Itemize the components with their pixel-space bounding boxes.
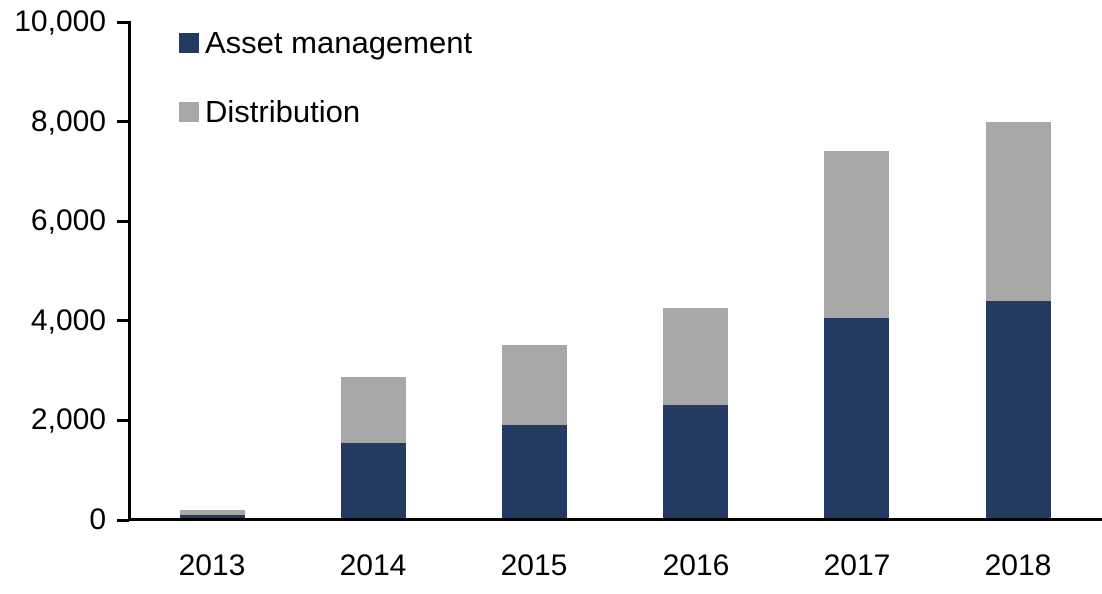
x-axis-label-2015: 2015 xyxy=(500,549,568,582)
legend-label-distribution: Distribution xyxy=(205,94,361,129)
y-axis-tick-label: 4,000 xyxy=(30,304,106,337)
x-axis-label-2014: 2014 xyxy=(339,549,407,582)
y-axis-tick xyxy=(117,519,129,522)
y-axis-tick xyxy=(117,220,129,223)
bar-segment-2018-asset-management xyxy=(986,301,1051,520)
bar-segment-2015-distribution xyxy=(502,345,567,425)
x-axis-label-2018: 2018 xyxy=(984,549,1052,582)
legend-swatch-distribution xyxy=(179,102,199,122)
x-axis-label-2016: 2016 xyxy=(662,549,730,582)
y-axis-tick-label: 10,000 xyxy=(14,5,106,38)
bar-segment-2017-distribution xyxy=(824,151,889,318)
bar-segment-2018-distribution xyxy=(986,122,1051,301)
y-axis-tick-label: 2,000 xyxy=(30,403,106,436)
bar-segment-2013-asset-management xyxy=(180,515,245,520)
bar-segment-2017-asset-management xyxy=(824,318,889,520)
legend-item-asset-management: Asset management xyxy=(179,26,472,60)
bar-segment-2016-distribution xyxy=(663,308,728,405)
bar-segment-2014-distribution xyxy=(341,377,406,443)
y-axis-tick xyxy=(117,120,129,123)
legend-label-asset-management: Asset management xyxy=(205,25,473,60)
legend-swatch-asset-management xyxy=(179,33,199,53)
bar-segment-2016-asset-management xyxy=(663,405,728,520)
y-axis-tick-label: 8,000 xyxy=(30,105,106,138)
y-axis-tick xyxy=(117,21,129,24)
y-axis-tick xyxy=(117,419,129,422)
y-axis-tick-label: 6,000 xyxy=(30,204,106,237)
bar-segment-2015-asset-management xyxy=(502,425,567,520)
y-axis-tick-label: 0 xyxy=(89,503,106,536)
x-axis-line xyxy=(128,518,1102,521)
bar-segment-2014-asset-management xyxy=(341,443,406,520)
x-axis-label-2017: 2017 xyxy=(823,549,891,582)
x-axis-label-2013: 2013 xyxy=(178,549,246,582)
y-axis-line xyxy=(128,21,131,521)
y-axis-tick xyxy=(117,319,129,322)
legend-item-distribution: Distribution xyxy=(179,95,360,129)
bar-segment-2013-distribution xyxy=(180,510,245,515)
